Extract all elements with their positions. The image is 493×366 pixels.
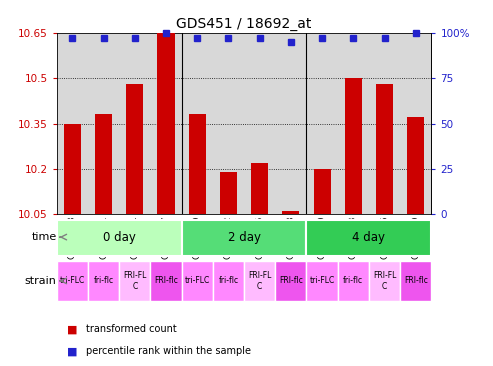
Bar	[157, 33, 175, 214]
Text: FRI-FL
C: FRI-FL C	[373, 271, 396, 291]
Bar	[345, 78, 362, 214]
Text: fri-flc: fri-flc	[343, 276, 363, 285]
Bar	[307, 261, 338, 301]
Bar	[220, 172, 237, 214]
Bar	[338, 261, 369, 301]
Bar	[251, 163, 268, 214]
Text: transformed count: transformed count	[86, 324, 177, 335]
Bar	[150, 261, 181, 301]
Bar	[95, 115, 112, 214]
Bar	[307, 220, 431, 256]
Text: FRI-FL
C: FRI-FL C	[248, 271, 271, 291]
Bar	[189, 115, 206, 214]
Text: ■: ■	[67, 324, 77, 335]
Text: ■: ■	[67, 346, 77, 356]
Text: FRI-FL
C: FRI-FL C	[123, 271, 146, 291]
Bar	[376, 84, 393, 214]
Bar	[64, 123, 81, 214]
Text: percentile rank within the sample: percentile rank within the sample	[86, 346, 251, 356]
Text: fri-flc: fri-flc	[94, 276, 113, 285]
Bar	[119, 261, 150, 301]
Text: 0 day: 0 day	[103, 231, 136, 244]
Text: FRI-flc: FRI-flc	[404, 276, 428, 285]
Bar	[88, 261, 119, 301]
Text: FRI-flc: FRI-flc	[154, 276, 178, 285]
Title: GDS451 / 18692_at: GDS451 / 18692_at	[176, 16, 312, 30]
Text: strain: strain	[25, 276, 57, 286]
Text: 4 day: 4 day	[352, 231, 386, 244]
Text: tri-FLC: tri-FLC	[60, 276, 85, 285]
Text: time: time	[32, 232, 57, 242]
Bar	[282, 211, 299, 214]
Bar	[126, 84, 143, 214]
Text: 2 day: 2 day	[228, 231, 260, 244]
Text: tri-FLC: tri-FLC	[310, 276, 335, 285]
Text: tri-FLC: tri-FLC	[184, 276, 210, 285]
Bar	[400, 261, 431, 301]
Bar	[369, 261, 400, 301]
Bar	[314, 169, 331, 214]
Bar	[57, 220, 181, 256]
Text: fri-flc: fri-flc	[218, 276, 239, 285]
Text: FRI-flc: FRI-flc	[279, 276, 303, 285]
Bar	[407, 117, 424, 214]
Bar	[181, 261, 213, 301]
Bar	[244, 261, 275, 301]
Bar	[275, 261, 307, 301]
Bar	[213, 261, 244, 301]
Bar	[57, 261, 88, 301]
Bar	[181, 220, 307, 256]
